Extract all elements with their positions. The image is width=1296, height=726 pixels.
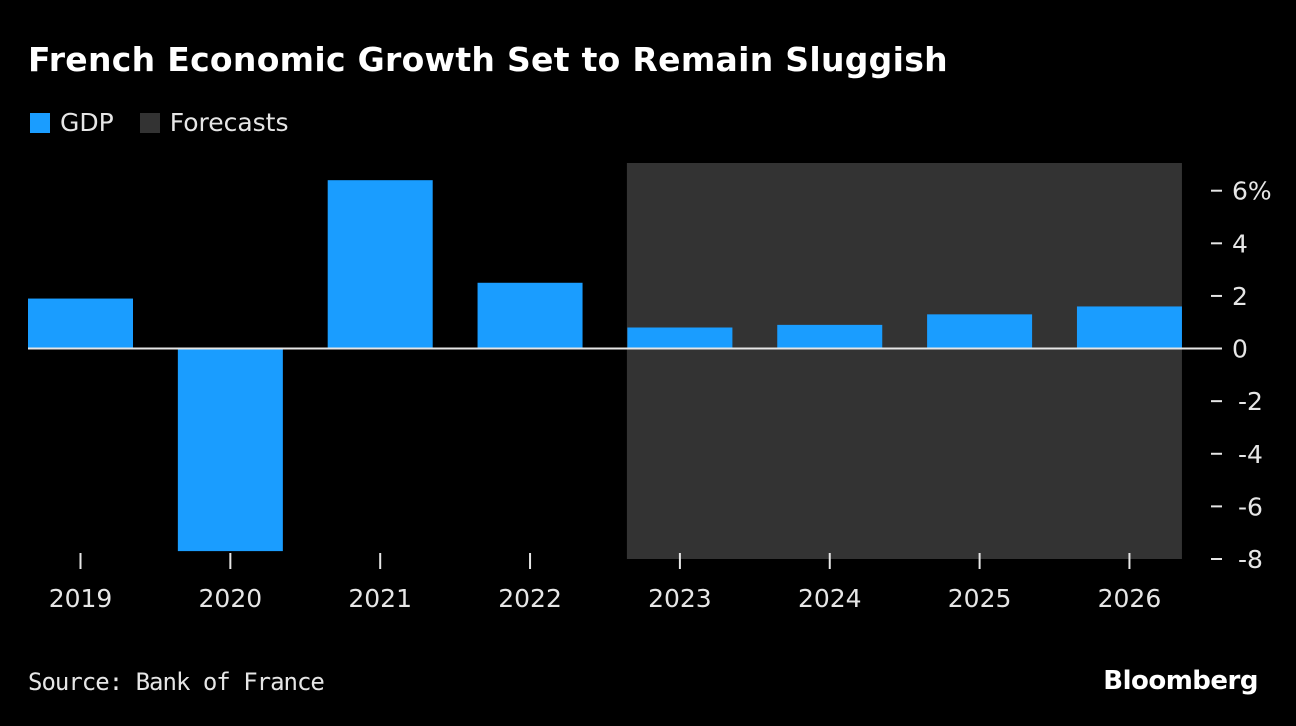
bar-2022 [477, 282, 583, 349]
x-tick-label: 2021 [348, 584, 412, 613]
y-tick-label: -6 [1238, 492, 1263, 521]
bar-2023 [627, 327, 733, 349]
y-tick-label: -2 [1238, 387, 1263, 416]
bar-2025 [927, 314, 1033, 349]
bar-2019 [28, 298, 133, 349]
bar-2021 [327, 180, 433, 349]
x-tick-label: 2020 [199, 584, 263, 613]
legend-swatch-gdp [30, 112, 50, 133]
legend-label-forecasts: Forecasts [169, 108, 289, 137]
x-tick-label: 2022 [498, 584, 562, 613]
bar-2024 [777, 324, 883, 349]
y-tick-label: 6% [1232, 177, 1272, 206]
legend-item-gdp: GDP [30, 108, 114, 137]
legend-item-forecasts: Forecasts [139, 108, 289, 137]
y-tick-label: 2 [1232, 282, 1248, 311]
bloomberg-logo: Bloomberg [1103, 666, 1258, 696]
chart-title: French Economic Growth Set to Remain Slu… [28, 40, 948, 79]
y-tick-label: -4 [1238, 440, 1263, 469]
forecast-shading [626, 163, 1182, 559]
bar-2020 [177, 348, 283, 552]
legend-label-gdp: GDP [60, 108, 114, 137]
x-tick-label: 2023 [648, 584, 712, 613]
bar-2026 [1076, 306, 1182, 349]
x-tick-label: 2024 [798, 584, 862, 613]
source-note: Source: Bank of France [28, 668, 325, 696]
y-tick-label: 0 [1232, 335, 1248, 364]
y-tick-label: 4 [1232, 229, 1248, 258]
x-tick-label: 2025 [948, 584, 1012, 613]
x-tick-label: 2019 [49, 584, 113, 613]
legend: GDP Forecasts [30, 108, 315, 137]
x-tick-label: 2026 [1098, 584, 1162, 613]
y-tick-label: -8 [1238, 545, 1263, 574]
legend-swatch-forecasts [139, 112, 160, 133]
